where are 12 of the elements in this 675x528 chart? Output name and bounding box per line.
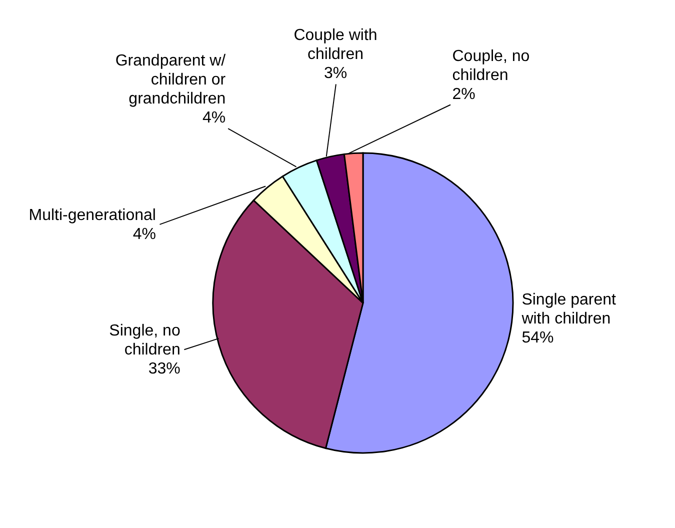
- data-label: 4%: [132, 226, 156, 243]
- data-label: 3%: [324, 65, 348, 82]
- data-label: 2%: [452, 86, 476, 103]
- data-label: 54%: [522, 330, 554, 347]
- slice-label: Single parent with children: [520, 292, 617, 328]
- slice-label: Couple with children: [294, 27, 378, 64]
- slice-label: Single, no children: [109, 322, 180, 359]
- slice-label: Grandparent w/ children or grandchildren: [115, 52, 226, 108]
- data-label: 4%: [202, 110, 226, 127]
- slice-label: Multi-generational: [28, 206, 156, 224]
- data-label: 33%: [148, 360, 180, 378]
- slice-label: Couple, no children: [452, 48, 530, 84]
